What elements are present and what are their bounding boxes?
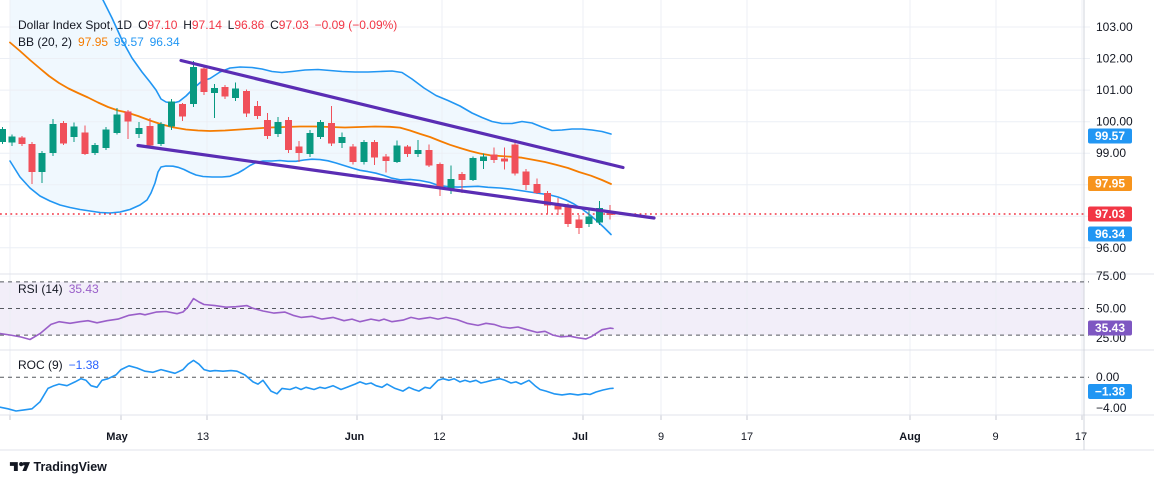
svg-text:Aug: Aug bbox=[899, 431, 920, 443]
svg-text:Dollar Index Spot, 1D O97.10: Dollar Index Spot, 1D O97.10 H97.14 L96.… bbox=[18, 18, 397, 32]
svg-text:Jul: Jul bbox=[572, 431, 588, 443]
svg-text:9: 9 bbox=[658, 431, 664, 443]
svg-text:102.00: 102.00 bbox=[1096, 52, 1133, 66]
svg-text:96.00: 96.00 bbox=[1096, 241, 1126, 255]
svg-text:Jun: Jun bbox=[345, 431, 365, 443]
svg-text:50.00: 50.00 bbox=[1096, 302, 1126, 316]
svg-text:75.00: 75.00 bbox=[1096, 269, 1126, 283]
svg-text:17: 17 bbox=[1075, 431, 1087, 443]
svg-text:101.00: 101.00 bbox=[1096, 83, 1133, 97]
svg-text:96.34: 96.34 bbox=[1095, 227, 1125, 241]
svg-text:TradingView: TradingView bbox=[34, 460, 108, 474]
svg-text:0.00: 0.00 bbox=[1096, 370, 1120, 384]
svg-text:103.00: 103.00 bbox=[1096, 20, 1133, 34]
svg-text:BB (20, 2) 97.95 99.57 96.34: BB (20, 2) 97.95 99.57 96.34 bbox=[18, 35, 180, 49]
svg-text:35.43: 35.43 bbox=[1095, 321, 1125, 335]
svg-text:13: 13 bbox=[197, 431, 209, 443]
svg-text:−1.38: −1.38 bbox=[1095, 385, 1126, 399]
svg-text:99.00: 99.00 bbox=[1096, 146, 1126, 160]
svg-text:97.03: 97.03 bbox=[1095, 207, 1125, 221]
svg-text:−4.00: −4.00 bbox=[1096, 401, 1127, 415]
svg-text:May: May bbox=[106, 431, 128, 443]
svg-text:9: 9 bbox=[992, 431, 998, 443]
svg-text:97.95: 97.95 bbox=[1095, 177, 1125, 191]
svg-text:12: 12 bbox=[433, 431, 445, 443]
svg-text:17: 17 bbox=[741, 431, 753, 443]
svg-text:99.57: 99.57 bbox=[1095, 129, 1125, 143]
svg-text:100.00: 100.00 bbox=[1096, 115, 1133, 129]
svg-text:ROC (9) −1.38: ROC (9) −1.38 bbox=[18, 358, 99, 372]
svg-text:RSI (14) 35.43: RSI (14) 35.43 bbox=[18, 282, 99, 296]
